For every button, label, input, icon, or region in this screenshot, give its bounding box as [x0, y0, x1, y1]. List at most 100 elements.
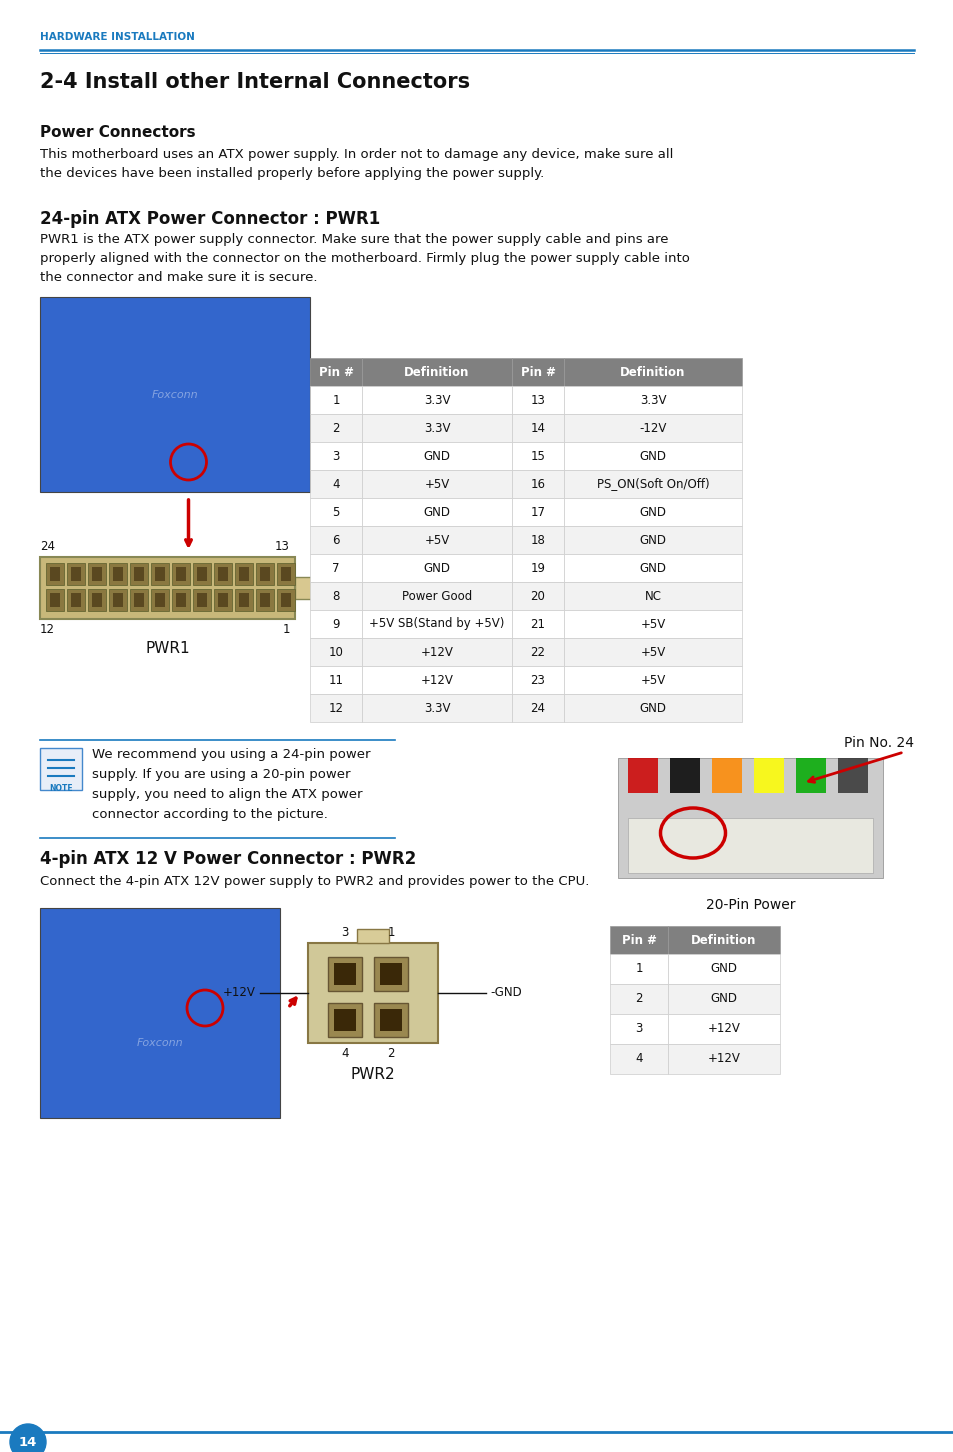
- Text: 2-4 Install other Internal Connectors: 2-4 Install other Internal Connectors: [40, 73, 470, 91]
- Text: This motherboard uses an ATX power supply. In order not to damage any device, ma: This motherboard uses an ATX power suppl…: [40, 148, 673, 180]
- Bar: [67, 590, 85, 611]
- Bar: [618, 758, 882, 878]
- Text: PS_ON(Soft On/Off): PS_ON(Soft On/Off): [596, 478, 709, 491]
- Bar: [112, 566, 123, 581]
- Bar: [609, 1044, 667, 1074]
- Text: -12V: -12V: [639, 421, 666, 434]
- Text: 15: 15: [530, 450, 545, 463]
- Text: +5V: +5V: [639, 646, 665, 659]
- Text: 7: 7: [332, 562, 339, 575]
- Bar: [512, 694, 563, 722]
- Bar: [563, 666, 741, 694]
- Bar: [91, 566, 102, 581]
- Bar: [563, 526, 741, 555]
- Bar: [40, 748, 82, 790]
- Bar: [361, 694, 512, 722]
- Bar: [361, 441, 512, 470]
- Text: 14: 14: [19, 1436, 37, 1449]
- Bar: [328, 1003, 361, 1037]
- Bar: [310, 610, 361, 637]
- Text: 21: 21: [530, 617, 545, 630]
- Bar: [154, 592, 165, 607]
- Bar: [151, 590, 169, 611]
- Text: 11: 11: [328, 674, 343, 687]
- Text: NOTE: NOTE: [50, 784, 72, 793]
- Text: 5: 5: [332, 505, 339, 518]
- Bar: [356, 929, 389, 942]
- Bar: [213, 563, 232, 585]
- Text: 4: 4: [635, 1053, 642, 1066]
- Text: Connect the 4-pin ATX 12V power supply to PWR2 and provides power to the CPU.: Connect the 4-pin ATX 12V power supply t…: [40, 876, 589, 889]
- Text: 19: 19: [530, 562, 545, 575]
- Text: Foxconn: Foxconn: [136, 1038, 183, 1048]
- Bar: [193, 563, 211, 585]
- Text: 12: 12: [328, 701, 343, 714]
- Bar: [281, 566, 291, 581]
- Bar: [563, 498, 741, 526]
- Bar: [239, 592, 249, 607]
- Bar: [627, 817, 872, 873]
- Bar: [563, 582, 741, 610]
- Bar: [667, 926, 780, 954]
- Text: GND: GND: [639, 450, 666, 463]
- Text: 20-Pin Power: 20-Pin Power: [705, 897, 795, 912]
- Text: 2: 2: [332, 421, 339, 434]
- Bar: [310, 637, 361, 666]
- Bar: [239, 566, 249, 581]
- Bar: [379, 963, 401, 984]
- Bar: [112, 592, 123, 607]
- Bar: [175, 592, 186, 607]
- Text: 22: 22: [530, 646, 545, 659]
- Bar: [234, 590, 253, 611]
- Bar: [46, 590, 64, 611]
- Text: -GND: -GND: [490, 986, 521, 999]
- Bar: [609, 1013, 667, 1044]
- Text: 3: 3: [635, 1022, 642, 1035]
- Bar: [563, 470, 741, 498]
- Bar: [310, 526, 361, 555]
- Bar: [512, 582, 563, 610]
- Text: 13: 13: [274, 540, 290, 553]
- Bar: [310, 694, 361, 722]
- Bar: [172, 590, 190, 611]
- Bar: [40, 908, 280, 1118]
- Bar: [563, 610, 741, 637]
- Bar: [133, 592, 144, 607]
- Bar: [196, 592, 207, 607]
- Text: 24: 24: [40, 540, 55, 553]
- Text: 14: 14: [530, 421, 545, 434]
- Bar: [795, 758, 825, 793]
- Text: 16: 16: [530, 478, 545, 491]
- Text: 2: 2: [635, 993, 642, 1005]
- Bar: [130, 590, 148, 611]
- Bar: [193, 590, 211, 611]
- Text: 17: 17: [530, 505, 545, 518]
- Bar: [109, 563, 127, 585]
- Bar: [310, 414, 361, 441]
- Bar: [255, 563, 274, 585]
- Bar: [563, 414, 741, 441]
- Bar: [512, 555, 563, 582]
- Bar: [563, 359, 741, 386]
- Text: Pin #: Pin #: [621, 934, 656, 947]
- Text: Power Connectors: Power Connectors: [40, 125, 195, 139]
- Text: 24: 24: [530, 701, 545, 714]
- Bar: [109, 590, 127, 611]
- Text: GND: GND: [423, 505, 450, 518]
- Circle shape: [10, 1424, 46, 1452]
- Bar: [276, 563, 294, 585]
- Text: GND: GND: [710, 963, 737, 976]
- Bar: [563, 386, 741, 414]
- Bar: [512, 386, 563, 414]
- Bar: [334, 1009, 355, 1031]
- Text: +12V: +12V: [420, 646, 453, 659]
- Bar: [294, 576, 313, 600]
- Text: +12V: +12V: [223, 986, 255, 999]
- Bar: [40, 558, 294, 619]
- Text: 13: 13: [530, 393, 545, 407]
- Text: +5V: +5V: [639, 674, 665, 687]
- Text: 3.3V: 3.3V: [639, 393, 665, 407]
- Bar: [260, 566, 270, 581]
- Bar: [711, 758, 741, 793]
- Bar: [213, 590, 232, 611]
